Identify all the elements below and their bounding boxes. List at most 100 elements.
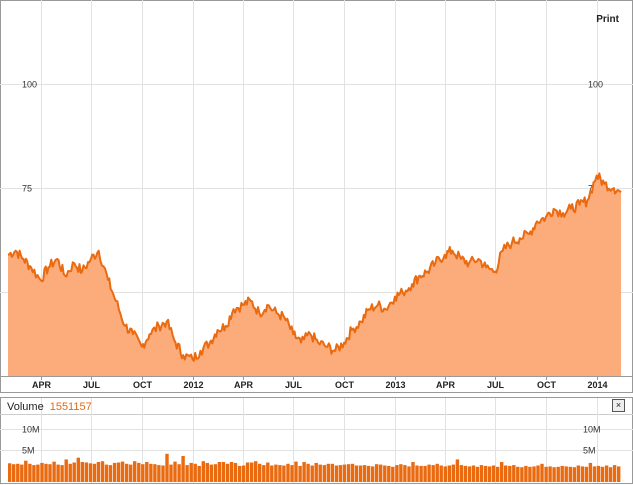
volume-bar	[181, 456, 185, 482]
x-tick-label: JUL	[285, 380, 303, 390]
volume-bar	[120, 461, 125, 482]
volume-bar	[141, 464, 145, 482]
volume-bar	[383, 465, 387, 482]
volume-bar	[270, 465, 274, 482]
volume-bar	[596, 465, 601, 482]
volume-bar	[262, 465, 266, 482]
volume-bar	[165, 453, 169, 482]
volume-bar	[116, 462, 121, 482]
volume-bar	[185, 465, 189, 482]
volume-bar	[92, 463, 97, 482]
volume-bar	[56, 464, 60, 482]
volume-bar	[306, 463, 310, 482]
volume-bar	[516, 466, 520, 482]
volume-bar	[588, 462, 593, 482]
volume-bar	[96, 462, 101, 482]
price-area-fill	[8, 173, 621, 376]
volume-bar	[584, 466, 589, 482]
volume-bar	[241, 465, 246, 482]
volume-bar	[274, 464, 278, 482]
volume-bar	[266, 462, 270, 482]
volume-bar	[20, 464, 24, 482]
volume-bar	[354, 465, 359, 482]
x-tick-label: APR	[234, 380, 254, 390]
volume-bar	[310, 465, 314, 482]
volume-bar	[237, 465, 242, 482]
volume-bar	[467, 466, 472, 482]
volume-bar	[358, 465, 363, 482]
volume-bar	[479, 465, 484, 482]
volume-bar	[379, 464, 383, 482]
volume-bar	[16, 463, 20, 482]
volume-bar	[12, 464, 16, 482]
volume-bar	[580, 466, 585, 482]
close-volume-button[interactable]: ×	[612, 399, 625, 412]
volume-bar	[330, 463, 334, 482]
volume-bar	[129, 464, 133, 482]
volume-y-label-right: 5M	[583, 446, 596, 456]
volume-bar	[600, 466, 605, 482]
print-button[interactable]: Print	[596, 14, 619, 25]
volume-bar	[532, 466, 536, 482]
volume-bar	[84, 462, 88, 482]
volume-bar	[604, 465, 609, 482]
volume-bar	[209, 464, 213, 482]
volume-bar	[371, 466, 375, 482]
volume-bar	[286, 463, 290, 482]
volume-bar	[322, 465, 326, 482]
y-tick-label-left: 100	[22, 80, 37, 90]
volume-bar	[548, 466, 552, 482]
volume-bar	[415, 465, 419, 482]
volume-bar	[447, 465, 451, 482]
volume-bar	[133, 461, 137, 482]
volume-bar	[145, 462, 149, 482]
volume-bar	[544, 466, 548, 482]
volume-bar	[342, 464, 347, 482]
volume-bar	[612, 465, 617, 482]
volume-bar	[500, 462, 504, 482]
volume-bar	[552, 467, 556, 482]
volume-bar	[32, 465, 36, 482]
volume-bar	[399, 464, 403, 482]
volume-bar	[487, 466, 492, 482]
volume-bar	[326, 463, 330, 482]
volume-bar	[431, 465, 435, 482]
volume-bar	[556, 466, 560, 482]
volume-bar	[173, 461, 177, 482]
volume-bar	[201, 461, 205, 482]
volume-bar	[157, 465, 161, 482]
volume-bar	[346, 464, 351, 482]
x-tick-label: OCT	[537, 380, 557, 390]
volume-bar	[213, 464, 218, 482]
volume-bar	[536, 465, 540, 482]
volume-bar	[250, 462, 254, 482]
volume-bar	[338, 465, 343, 482]
volume-bar	[278, 465, 282, 482]
volume-bar	[193, 463, 197, 482]
volume-bar	[395, 465, 399, 482]
volume-bar	[403, 465, 407, 482]
volume-bar	[318, 464, 322, 482]
volume-bar	[375, 464, 379, 482]
volume-bar	[350, 463, 355, 482]
volume-bar	[169, 464, 173, 482]
volume-bar	[439, 465, 443, 482]
volume-y-label-left: 10M	[22, 425, 40, 435]
volume-bar	[137, 462, 141, 482]
volume-label: Volume	[7, 401, 44, 413]
volume-bar	[258, 463, 262, 482]
volume-bar	[44, 463, 48, 482]
volume-bar	[8, 463, 12, 482]
volume-bar	[60, 465, 64, 482]
volume-y-label-left: 5M	[22, 446, 35, 456]
volume-bar	[568, 466, 572, 482]
volume-bar	[52, 461, 56, 482]
volume-bar	[435, 463, 439, 482]
volume-bar	[443, 466, 447, 482]
x-tick-label: OCT	[133, 380, 153, 390]
volume-bar	[302, 462, 306, 482]
volume-bar	[419, 465, 423, 482]
volume-bar	[423, 465, 427, 482]
